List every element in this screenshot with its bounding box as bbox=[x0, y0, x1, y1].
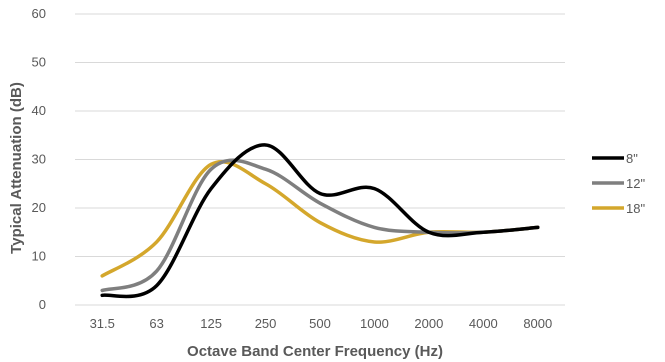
series-line-2 bbox=[100, 158, 540, 293]
x-tick-label: 2000 bbox=[414, 316, 443, 331]
series-line-1 bbox=[100, 143, 540, 299]
y-tick-label: 20 bbox=[32, 200, 46, 215]
legend-label: 12" bbox=[626, 176, 645, 191]
x-tick-label: 63 bbox=[149, 316, 163, 331]
x-tick-label: 4000 bbox=[469, 316, 498, 331]
x-tick-label: 31.5 bbox=[90, 316, 115, 331]
gridlines bbox=[75, 13, 565, 306]
x-axis-title: Octave Band Center Frequency (Hz) bbox=[187, 343, 443, 360]
series-line-3 bbox=[100, 160, 540, 278]
legend: 8" 12" 18" bbox=[592, 151, 645, 216]
y-tick-label: 0 bbox=[39, 297, 46, 312]
x-tick-label: 500 bbox=[309, 316, 331, 331]
legend-label: 8" bbox=[626, 151, 638, 166]
y-tick-label: 60 bbox=[32, 6, 46, 21]
y-tick-label: 30 bbox=[32, 152, 46, 167]
x-axis-tick-labels: 31.5 63 125 250 500 1000 2000 4000 8000 bbox=[90, 316, 553, 331]
legend-label: 18" bbox=[626, 201, 645, 216]
y-axis-title: Typical Attenuation (dB) bbox=[8, 82, 25, 254]
y-tick-label: 50 bbox=[32, 55, 46, 70]
x-tick-label: 250 bbox=[255, 316, 277, 331]
x-tick-label: 125 bbox=[200, 316, 222, 331]
x-tick-label: 8000 bbox=[523, 316, 552, 331]
y-tick-label: 40 bbox=[32, 103, 46, 118]
y-tick-label: 10 bbox=[32, 249, 46, 264]
x-tick-label: 1000 bbox=[360, 316, 389, 331]
y-axis-tick-labels: 0 10 20 30 40 50 60 bbox=[32, 6, 46, 312]
series-lines bbox=[100, 143, 540, 299]
